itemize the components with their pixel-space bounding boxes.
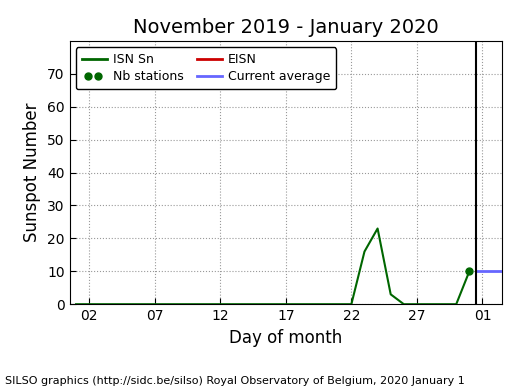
Y-axis label: Sunspot Number: Sunspot Number: [24, 103, 42, 242]
X-axis label: Day of month: Day of month: [229, 329, 342, 347]
Legend: ISN Sn, Nb stations, EISN, Current average: ISN Sn, Nb stations, EISN, Current avera…: [76, 47, 336, 89]
Title: November 2019 - January 2020: November 2019 - January 2020: [133, 18, 439, 37]
Text: SILSO graphics (http://sidc.be/silso) Royal Observatory of Belgium, 2020 January: SILSO graphics (http://sidc.be/silso) Ro…: [5, 376, 465, 386]
